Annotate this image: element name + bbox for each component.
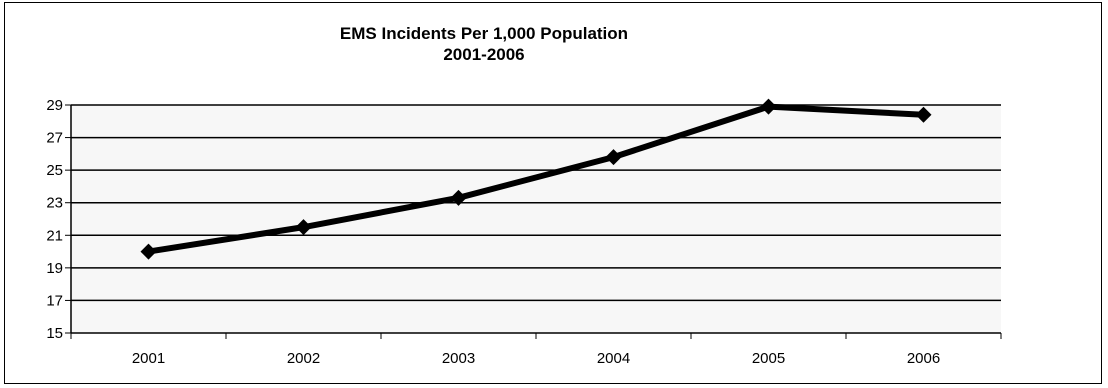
plot-background [71,105,1001,333]
chart-subtitle: 2001-2006 [443,45,524,64]
data-point-2004 [605,149,622,166]
x-tick-label-2004: 2004 [597,350,630,367]
data-point-2005 [760,98,777,115]
x-tick-label-2003: 2003 [442,350,475,367]
y-tick-label-27: 27 [46,130,63,147]
data-point-2006 [915,106,932,123]
plot-area: 15 17 19 21 23 25 27 29 2001 2002 2003 2004 2005 2006 [46,97,1002,367]
y-tick-label-23: 23 [46,195,63,212]
x-tick-label-2002: 2002 [287,350,320,367]
data-point-2003 [450,189,467,206]
y-tick-label-21: 21 [46,227,63,244]
data-point-2001 [140,243,157,260]
y-tick-label-25: 25 [46,162,63,179]
y-tick-label-19: 19 [46,260,63,277]
line-chart: EMS Incidents Per 1,000 Population 2001-… [46,24,1002,367]
chart-frame: EMS Incidents Per 1,000 Population 2001-… [4,2,1102,384]
x-tick-label-2001: 2001 [132,350,165,367]
x-tick-label-2005: 2005 [752,350,785,367]
y-tick-label-15: 15 [46,325,63,342]
data-point-2002 [295,219,312,236]
chart-title: EMS Incidents Per 1,000 Population [340,24,628,43]
y-tick-label-17: 17 [46,292,63,309]
y-tick-label-29: 29 [46,97,63,114]
series-line-0 [145,103,927,255]
x-tick-label-2006: 2006 [907,350,940,367]
